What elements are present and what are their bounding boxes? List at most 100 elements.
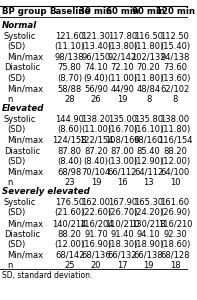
- Text: 120 min: 120 min: [155, 7, 194, 16]
- Text: (11.10): (11.10): [55, 42, 85, 51]
- Text: 19: 19: [143, 261, 154, 270]
- Text: 116.50: 116.50: [134, 32, 163, 41]
- Text: (18.60): (18.60): [160, 240, 190, 249]
- Text: Elevated: Elevated: [2, 104, 44, 113]
- Text: (11.80): (11.80): [134, 42, 164, 51]
- Text: (9.40): (9.40): [84, 74, 108, 83]
- Text: (8.60): (8.60): [57, 125, 82, 134]
- Text: BP group: BP group: [2, 7, 46, 16]
- Text: 23: 23: [64, 178, 75, 187]
- Text: 162.00: 162.00: [82, 198, 111, 207]
- Text: 72.10: 72.10: [111, 63, 134, 72]
- Text: (SD): (SD): [7, 125, 26, 134]
- Text: (SD): (SD): [7, 240, 26, 249]
- Text: 140/214: 140/214: [52, 219, 87, 228]
- Text: 87.80: 87.80: [58, 147, 82, 156]
- Text: (12.00): (12.00): [55, 240, 85, 249]
- Text: (16.10): (16.10): [134, 125, 164, 134]
- Text: 56/90: 56/90: [84, 85, 108, 94]
- Text: 48/84: 48/84: [137, 85, 161, 94]
- Text: 74.10: 74.10: [84, 63, 108, 72]
- Text: 26: 26: [91, 95, 101, 104]
- Text: (21.60): (21.60): [55, 208, 85, 217]
- Text: (26.90): (26.90): [160, 208, 190, 217]
- Text: (12.90): (12.90): [134, 157, 164, 166]
- Text: 122/154: 122/154: [79, 136, 113, 145]
- Text: 68/142: 68/142: [55, 251, 84, 260]
- Text: (18.90): (18.90): [134, 240, 164, 249]
- Text: 68/136: 68/136: [81, 251, 111, 260]
- Text: n: n: [7, 261, 13, 270]
- Text: 66/138: 66/138: [134, 251, 164, 260]
- Text: (12.00): (12.00): [160, 157, 190, 166]
- Text: Diastolic: Diastolic: [4, 230, 40, 239]
- Text: n: n: [7, 178, 13, 187]
- Text: (26.70): (26.70): [107, 208, 138, 217]
- Text: 116/210: 116/210: [158, 219, 192, 228]
- Text: 108/166: 108/166: [105, 136, 140, 145]
- Text: 167.90: 167.90: [108, 198, 137, 207]
- Text: 44/90: 44/90: [110, 85, 134, 94]
- Text: Diastolic: Diastolic: [4, 63, 40, 72]
- Text: 68/98: 68/98: [58, 168, 82, 177]
- Text: SD, standard deviation.: SD, standard deviation.: [2, 271, 92, 280]
- Text: 64/100: 64/100: [160, 168, 190, 177]
- Text: Min/max: Min/max: [7, 168, 44, 177]
- Text: Baseline: Baseline: [49, 7, 90, 16]
- Text: (11.00): (11.00): [107, 74, 137, 83]
- Text: 91.40: 91.40: [111, 230, 134, 239]
- Text: 96/150: 96/150: [81, 53, 111, 62]
- Text: (SD): (SD): [7, 208, 26, 217]
- Text: Systolic: Systolic: [4, 115, 36, 124]
- Text: 8: 8: [146, 95, 151, 104]
- Text: (SD): (SD): [7, 42, 26, 51]
- Text: 13: 13: [143, 178, 154, 187]
- Text: 85.40: 85.40: [137, 147, 161, 156]
- Text: (8.70): (8.70): [57, 74, 82, 83]
- Text: 116/204: 116/204: [79, 219, 113, 228]
- Text: 144.90: 144.90: [55, 115, 84, 124]
- Text: 112.50: 112.50: [161, 32, 190, 41]
- Text: 17: 17: [117, 261, 128, 270]
- Text: (15.40): (15.40): [160, 42, 190, 51]
- Text: 116/154: 116/154: [158, 136, 192, 145]
- Text: 124/158: 124/158: [52, 136, 87, 145]
- Text: 66/112: 66/112: [108, 168, 137, 177]
- Text: 88.20: 88.20: [58, 230, 82, 239]
- Text: (11.80): (11.80): [160, 125, 190, 134]
- Text: Min/max: Min/max: [7, 136, 44, 145]
- Text: 64/112: 64/112: [134, 168, 163, 177]
- Text: (11.80): (11.80): [134, 74, 164, 83]
- Text: 94/138: 94/138: [160, 53, 190, 62]
- Text: 75.80: 75.80: [58, 63, 82, 72]
- Text: 91.70: 91.70: [84, 230, 108, 239]
- Text: (SD): (SD): [7, 74, 26, 83]
- Text: Min/max: Min/max: [7, 219, 44, 228]
- Text: 8: 8: [172, 95, 178, 104]
- Text: 19: 19: [91, 178, 101, 187]
- Text: 117.80: 117.80: [108, 32, 137, 41]
- Text: 28: 28: [64, 95, 75, 104]
- Text: (16.70): (16.70): [107, 125, 138, 134]
- Text: Systolic: Systolic: [4, 198, 36, 207]
- Text: 135.00: 135.00: [108, 115, 137, 124]
- Text: 62/102: 62/102: [160, 85, 190, 94]
- Text: 58/88: 58/88: [58, 85, 82, 94]
- Text: 102/132: 102/132: [131, 53, 166, 62]
- Text: 19: 19: [117, 95, 128, 104]
- Text: 135.80: 135.80: [134, 115, 163, 124]
- Text: 30 min: 30 min: [79, 7, 112, 16]
- Text: 25: 25: [64, 261, 75, 270]
- Text: 138.20: 138.20: [81, 115, 111, 124]
- Text: 98/138: 98/138: [55, 53, 84, 62]
- Text: 121.30: 121.30: [82, 32, 111, 41]
- Text: 92.30: 92.30: [163, 230, 187, 239]
- Text: (13.80): (13.80): [107, 42, 138, 51]
- Text: 92/142: 92/142: [108, 53, 137, 62]
- Text: n: n: [7, 95, 13, 104]
- Text: Severely elevated: Severely elevated: [2, 187, 90, 196]
- Text: 90 min: 90 min: [132, 7, 165, 16]
- Text: 138.00: 138.00: [160, 115, 190, 124]
- Text: 70/104: 70/104: [81, 168, 111, 177]
- Text: (11.00): (11.00): [81, 125, 111, 134]
